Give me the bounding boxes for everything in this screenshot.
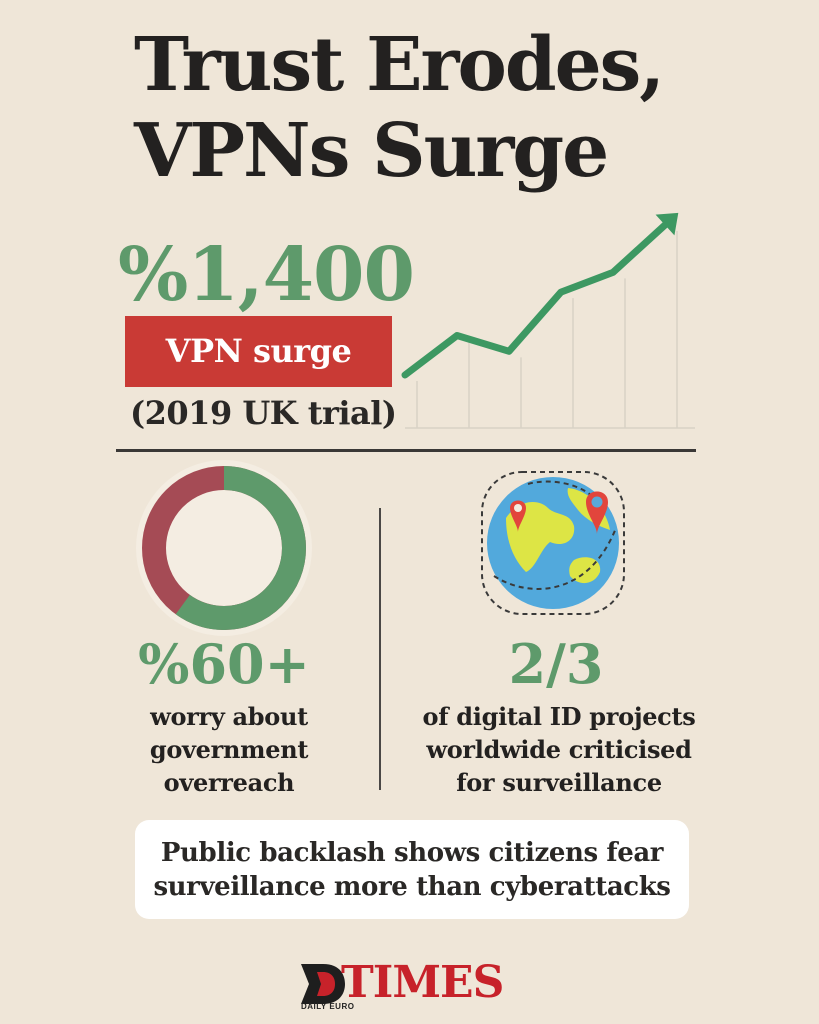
page-title: Trust Erodes, VPNs Surge [134, 22, 774, 194]
globe-icon [478, 468, 628, 618]
vpn-surge-label: VPN surge [125, 316, 392, 387]
logo-wordmark: TIMES [341, 957, 504, 1008]
logo-subtitle: DAILY EURO [301, 1002, 355, 1011]
worry-caption-line: worry about [150, 702, 308, 731]
brand-logo: TIMES DAILY EURO [297, 958, 527, 1014]
digital-id-caption-line: for surveillance [456, 768, 662, 797]
title-line-2: VPNs Surge [134, 108, 609, 194]
digital-id-stat-value: 2/3 [508, 632, 604, 696]
worry-caption-line: overreach [163, 768, 295, 797]
worry-stat-value: %60+ [138, 632, 310, 696]
trend-up-arrow-icon [401, 212, 695, 429]
callout-line: Public backlash shows citizens fear [160, 837, 664, 868]
vpn-surge-value: %1,400 [118, 232, 415, 318]
digital-id-stat-caption: of digital ID projects worldwide critici… [404, 700, 714, 799]
donut-green-segment [142, 466, 306, 630]
donut-chart-icon [134, 458, 314, 638]
trend-line [401, 221, 669, 379]
trend-arrowhead [655, 212, 679, 236]
title-line-1: Trust Erodes, [134, 22, 665, 108]
worry-caption-line: government [149, 735, 309, 764]
map-pin-icon [510, 500, 526, 532]
callout-box: Public backlash shows citizens fear surv… [135, 820, 689, 919]
callout-line: surveillance more than cyberattacks [153, 871, 671, 902]
logo-d-mark-icon [301, 964, 345, 1004]
digital-id-caption-line: worldwide criticised [426, 735, 692, 764]
digital-id-caption-line: of digital ID projects [422, 702, 696, 731]
vpn-surge-note: (2019 UK trial) [130, 394, 397, 432]
worry-stat-caption: worry about government overreach [124, 700, 334, 799]
section-divider [116, 449, 696, 452]
map-pin-icon [586, 491, 608, 534]
column-divider [379, 508, 381, 790]
